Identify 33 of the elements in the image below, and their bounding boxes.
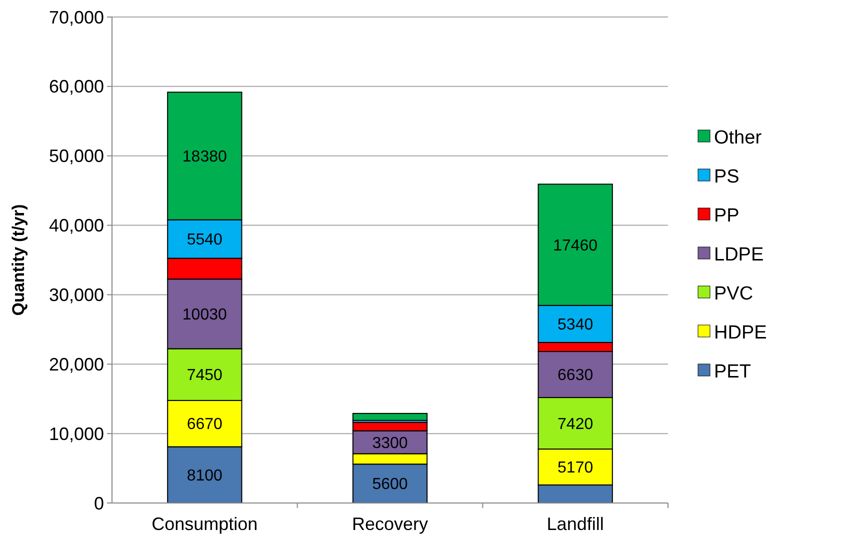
legend-label: PET <box>714 362 752 383</box>
x-tick-label: Consumption <box>152 514 258 534</box>
x-tick-label: Landfill <box>546 514 604 534</box>
y-tick-label: 50,000 <box>48 146 104 166</box>
data-label: 5170 <box>558 460 594 477</box>
legend-label: Other <box>714 128 762 149</box>
data-label: 18380 <box>182 148 228 166</box>
data-label: 6630 <box>558 367 594 384</box>
data-label: 17460 <box>553 237 598 254</box>
data-label: 5540 <box>186 232 223 249</box>
y-axis-title: Quantity (t/yr) <box>9 204 28 316</box>
data-label: 5340 <box>558 316 594 334</box>
legend-label: PP <box>714 206 740 227</box>
legend-label: HDPE <box>714 322 767 344</box>
data-label: 6670 <box>186 416 223 434</box>
legend-label: LDPE <box>714 244 764 266</box>
data-label: 5600 <box>372 476 408 494</box>
bar <box>352 412 428 421</box>
data-label: 10030 <box>182 306 228 324</box>
data-label: 8100 <box>186 467 223 484</box>
legend-label: PVC <box>714 284 754 305</box>
data-label: 7450 <box>186 367 223 384</box>
y-tick-label: 20,000 <box>48 354 104 374</box>
x-tick-label: Recovery <box>352 514 428 534</box>
legend-label: PS <box>714 166 740 188</box>
y-tick-label: 10,000 <box>48 424 104 444</box>
data-label: 7420 <box>558 416 594 433</box>
data-label: 3300 <box>372 434 408 452</box>
y-tick-label: 30,000 <box>48 285 104 306</box>
y-tick-label: 40,000 <box>48 216 104 236</box>
y-tick-label: 60,000 <box>48 76 104 97</box>
y-tick-label: 0 <box>94 493 104 514</box>
y-tick-label: 70,000 <box>48 7 104 28</box>
